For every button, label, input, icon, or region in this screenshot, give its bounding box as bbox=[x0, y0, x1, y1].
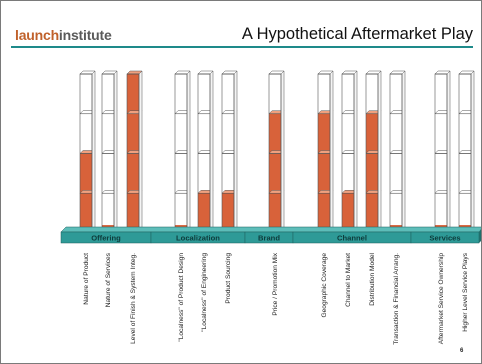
logo-part-launch: launch bbox=[15, 27, 59, 43]
bar-column bbox=[317, 70, 334, 234]
bar-fill bbox=[269, 113, 281, 233]
column-label: Product Sourcing bbox=[225, 253, 232, 304]
bar-fill bbox=[198, 193, 210, 233]
bar-fill bbox=[222, 193, 234, 233]
column-label: Higher Level Service Plays bbox=[462, 252, 469, 331]
group-label: Brand bbox=[258, 234, 280, 243]
bar-column bbox=[458, 70, 475, 234]
group-label: Localization bbox=[176, 234, 220, 243]
column-label: "Localness" of Engineering bbox=[201, 253, 208, 332]
bar-column bbox=[197, 70, 214, 234]
bar-fill bbox=[318, 113, 330, 233]
title-divider bbox=[11, 46, 473, 48]
bar-column bbox=[221, 70, 238, 234]
bar-side bbox=[470, 70, 475, 234]
column-label: Level of Finish & System Integ. bbox=[130, 253, 137, 344]
group-label: Services bbox=[429, 234, 460, 243]
bar-fill bbox=[342, 193, 354, 233]
bar-side bbox=[401, 70, 406, 234]
column-label: Nature of Product bbox=[83, 253, 90, 305]
band-side bbox=[479, 229, 481, 243]
bar-side bbox=[353, 70, 358, 234]
bar-side bbox=[233, 70, 238, 234]
group-label: Offering bbox=[91, 234, 121, 243]
bar-column bbox=[389, 70, 406, 234]
bar-column bbox=[365, 70, 382, 234]
band-top bbox=[60, 226, 481, 233]
bar-side bbox=[209, 70, 214, 234]
column-label: Nature of Services bbox=[105, 252, 112, 307]
bar-side bbox=[280, 70, 285, 234]
bar-column bbox=[174, 70, 191, 234]
bar-column bbox=[268, 70, 285, 234]
bar-side bbox=[186, 70, 191, 234]
bar-side bbox=[138, 70, 143, 234]
page-number: 6 bbox=[460, 348, 464, 354]
bar-side bbox=[446, 70, 451, 234]
column-label: Transaction & Financial Arrang. bbox=[393, 253, 400, 345]
bar-side bbox=[377, 70, 382, 234]
logo-part-institute: institute bbox=[58, 27, 112, 43]
bar-side bbox=[329, 70, 334, 234]
bar-side bbox=[91, 70, 96, 234]
column-label: Channel to Market bbox=[345, 253, 352, 307]
logo: launchinstitute bbox=[15, 27, 112, 43]
column-label: Price / Promotion Mix bbox=[272, 252, 279, 315]
column-label: Distribution Model bbox=[369, 252, 376, 305]
bar-side bbox=[113, 70, 118, 234]
column-label: Aftermarket Service Ownership bbox=[438, 253, 445, 345]
bar-column bbox=[101, 70, 118, 234]
group-label: Channel bbox=[337, 234, 367, 243]
page-title: A Hypothetical Aftermarket Play bbox=[241, 25, 473, 43]
column-label: "Localness" of Product Design bbox=[178, 253, 185, 342]
bar-fill bbox=[366, 113, 378, 233]
bar-column bbox=[434, 70, 451, 234]
bar-column bbox=[341, 70, 358, 234]
column-label: Geographic Coverage bbox=[321, 253, 328, 318]
bar-column bbox=[126, 70, 143, 234]
bar-column bbox=[79, 70, 96, 234]
